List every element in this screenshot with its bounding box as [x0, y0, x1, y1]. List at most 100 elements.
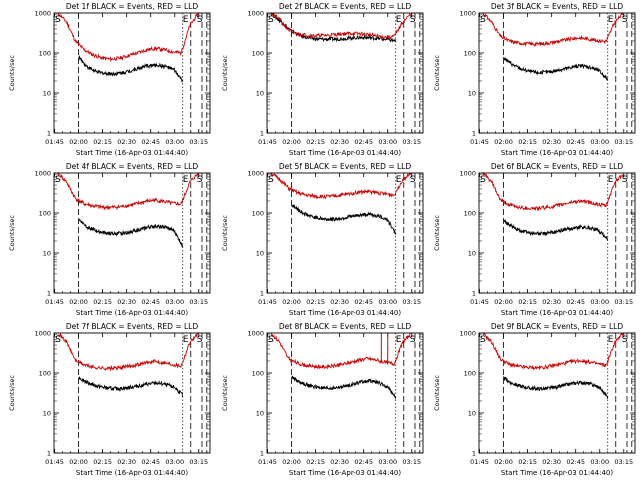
- marker-label: E: [396, 15, 402, 25]
- plot-frame: [478, 172, 636, 294]
- chart-panel-9: Det 9f BLACK = Events, RED = LLD Counts/s…: [433, 322, 636, 477]
- y-tick-label: 10: [256, 90, 264, 98]
- marker-label: E: [608, 15, 614, 25]
- x-tick-label: 02:45: [566, 138, 585, 146]
- x-tick-label: 02:15: [306, 458, 325, 466]
- x-axis-label: Start Time (16-Apr-03 01:44:40): [289, 309, 401, 317]
- y-tick-label: 1000: [247, 10, 264, 18]
- lld-series-line: [57, 13, 199, 63]
- lld-series-line: [270, 333, 412, 370]
- y-tick-label: 100: [39, 210, 51, 218]
- y-tick-label: 1: [472, 450, 476, 458]
- chart-title: Det 8f BLACK = Events, RED = LLD: [279, 322, 412, 331]
- x-tick-label: 02:15: [518, 298, 537, 306]
- y-axis-label: Counts/sec: [8, 55, 16, 91]
- x-tick-label: 02:30: [330, 138, 349, 146]
- y-axis-label: Counts/sec: [221, 215, 229, 251]
- plot-area: [270, 173, 421, 293]
- x-axis-label: Start Time (16-Apr-03 01:44:40): [501, 469, 613, 477]
- x-tick-label: 02:30: [542, 138, 561, 146]
- marker-label: E: [396, 335, 402, 345]
- marker-label: E: [608, 335, 614, 345]
- marker-label: S: [480, 15, 486, 25]
- marker-label: S: [622, 15, 628, 25]
- x-tick-label: 02:15: [306, 138, 325, 146]
- plot-frame: [266, 12, 424, 134]
- lld-series-line: [57, 173, 199, 211]
- y-tick-label: 1000: [34, 10, 51, 18]
- y-tick-label: 100: [252, 370, 264, 378]
- plot-area: [57, 13, 208, 133]
- x-axis-label: Start Time (16-Apr-03 01:44:40): [289, 469, 401, 477]
- chart-title: Det 6f BLACK = Events, RED = LLD: [491, 162, 624, 171]
- marker-label: E: [396, 175, 402, 185]
- y-axis-label: Counts/sec: [433, 55, 441, 91]
- y-tick-label: 10: [468, 410, 476, 418]
- x-tick-label: 03:00: [590, 138, 609, 146]
- chart-title: Det 7f BLACK = Events, RED = LLD: [66, 322, 199, 331]
- x-axis-label: Start Time (16-Apr-03 01:44:40): [76, 149, 188, 157]
- chart-title: Det 5f BLACK = Events, RED = LLD: [279, 162, 412, 171]
- x-tick-label: 03:00: [378, 138, 397, 146]
- x-axis-label: Start Time (16-Apr-03 01:44:40): [76, 469, 188, 477]
- y-tick-label: 1: [260, 450, 264, 458]
- x-tick-label: 03:00: [590, 458, 609, 466]
- x-tick-label: 03:15: [402, 298, 421, 306]
- lld-series-line: [270, 173, 413, 200]
- y-axis-label: Counts/sec: [8, 375, 16, 411]
- lld-series-line: [270, 13, 413, 40]
- chart-title: Det 4f BLACK = Events, RED = LLD: [66, 162, 199, 171]
- chart-title: Det 1f BLACK = Events, RED = LLD: [66, 2, 199, 11]
- x-tick-label: 03:00: [378, 458, 397, 466]
- x-tick-label: 01:45: [470, 458, 489, 466]
- x-tick-label: 03:00: [590, 298, 609, 306]
- x-tick-label: 03:15: [189, 458, 208, 466]
- marker-label: S: [268, 15, 274, 25]
- plot-frame: [478, 12, 636, 134]
- y-axis-label: Counts/sec: [433, 215, 441, 251]
- x-tick-label: 02:30: [117, 138, 136, 146]
- plot-area: [482, 13, 633, 133]
- y-tick-label: 10: [43, 250, 51, 258]
- x-tick-label: 02:30: [330, 298, 349, 306]
- x-tick-label: 02:15: [518, 138, 537, 146]
- events-series-line: [78, 218, 184, 248]
- x-axis-label: Start Time (16-Apr-03 01:44:40): [501, 309, 613, 317]
- plot-area: [482, 173, 633, 293]
- events-series-line: [503, 219, 609, 241]
- chart-panel-7: Det 7f BLACK = Events, RED = LLD Counts/s…: [8, 322, 211, 477]
- x-tick-label: 02:30: [542, 458, 561, 466]
- x-tick-label: 02:15: [93, 458, 112, 466]
- plot-area: [57, 333, 208, 453]
- x-tick-label: 02:00: [282, 298, 301, 306]
- chart-panel-1: Det 1f BLACK = Events, RED = LLD Counts/s…: [8, 2, 211, 157]
- x-tick-label: 03:00: [165, 138, 184, 146]
- x-tick-label: 02:45: [354, 458, 373, 466]
- y-tick-label: 1000: [247, 330, 264, 338]
- x-tick-label: 01:45: [470, 138, 489, 146]
- x-tick-label: 03:15: [402, 458, 421, 466]
- events-series-line: [503, 56, 608, 81]
- marker-label: S: [622, 335, 628, 345]
- x-axis-label: Start Time (16-Apr-03 01:44:40): [501, 149, 613, 157]
- x-axis-label: Start Time (16-Apr-03 01:44:40): [289, 149, 401, 157]
- x-tick-label: 01:45: [45, 138, 64, 146]
- y-tick-label: 1: [472, 130, 476, 138]
- marker-label: S: [197, 15, 203, 25]
- x-tick-label: 02:00: [69, 458, 88, 466]
- y-tick-label: 10: [468, 250, 476, 258]
- y-tick-label: 1: [472, 290, 476, 298]
- x-tick-label: 02:15: [306, 298, 325, 306]
- y-tick-label: 1000: [459, 10, 476, 18]
- plot-frame: [478, 332, 636, 454]
- y-tick-label: 100: [252, 210, 264, 218]
- x-tick-label: 02:45: [354, 138, 373, 146]
- y-tick-label: 1000: [247, 170, 264, 178]
- y-axis-label: Counts/sec: [8, 215, 16, 251]
- marker-label: S: [55, 15, 61, 25]
- x-tick-label: 02:30: [117, 458, 136, 466]
- marker-label: S: [268, 335, 274, 345]
- x-tick-label: 02:15: [518, 458, 537, 466]
- plot-frame: [53, 12, 211, 134]
